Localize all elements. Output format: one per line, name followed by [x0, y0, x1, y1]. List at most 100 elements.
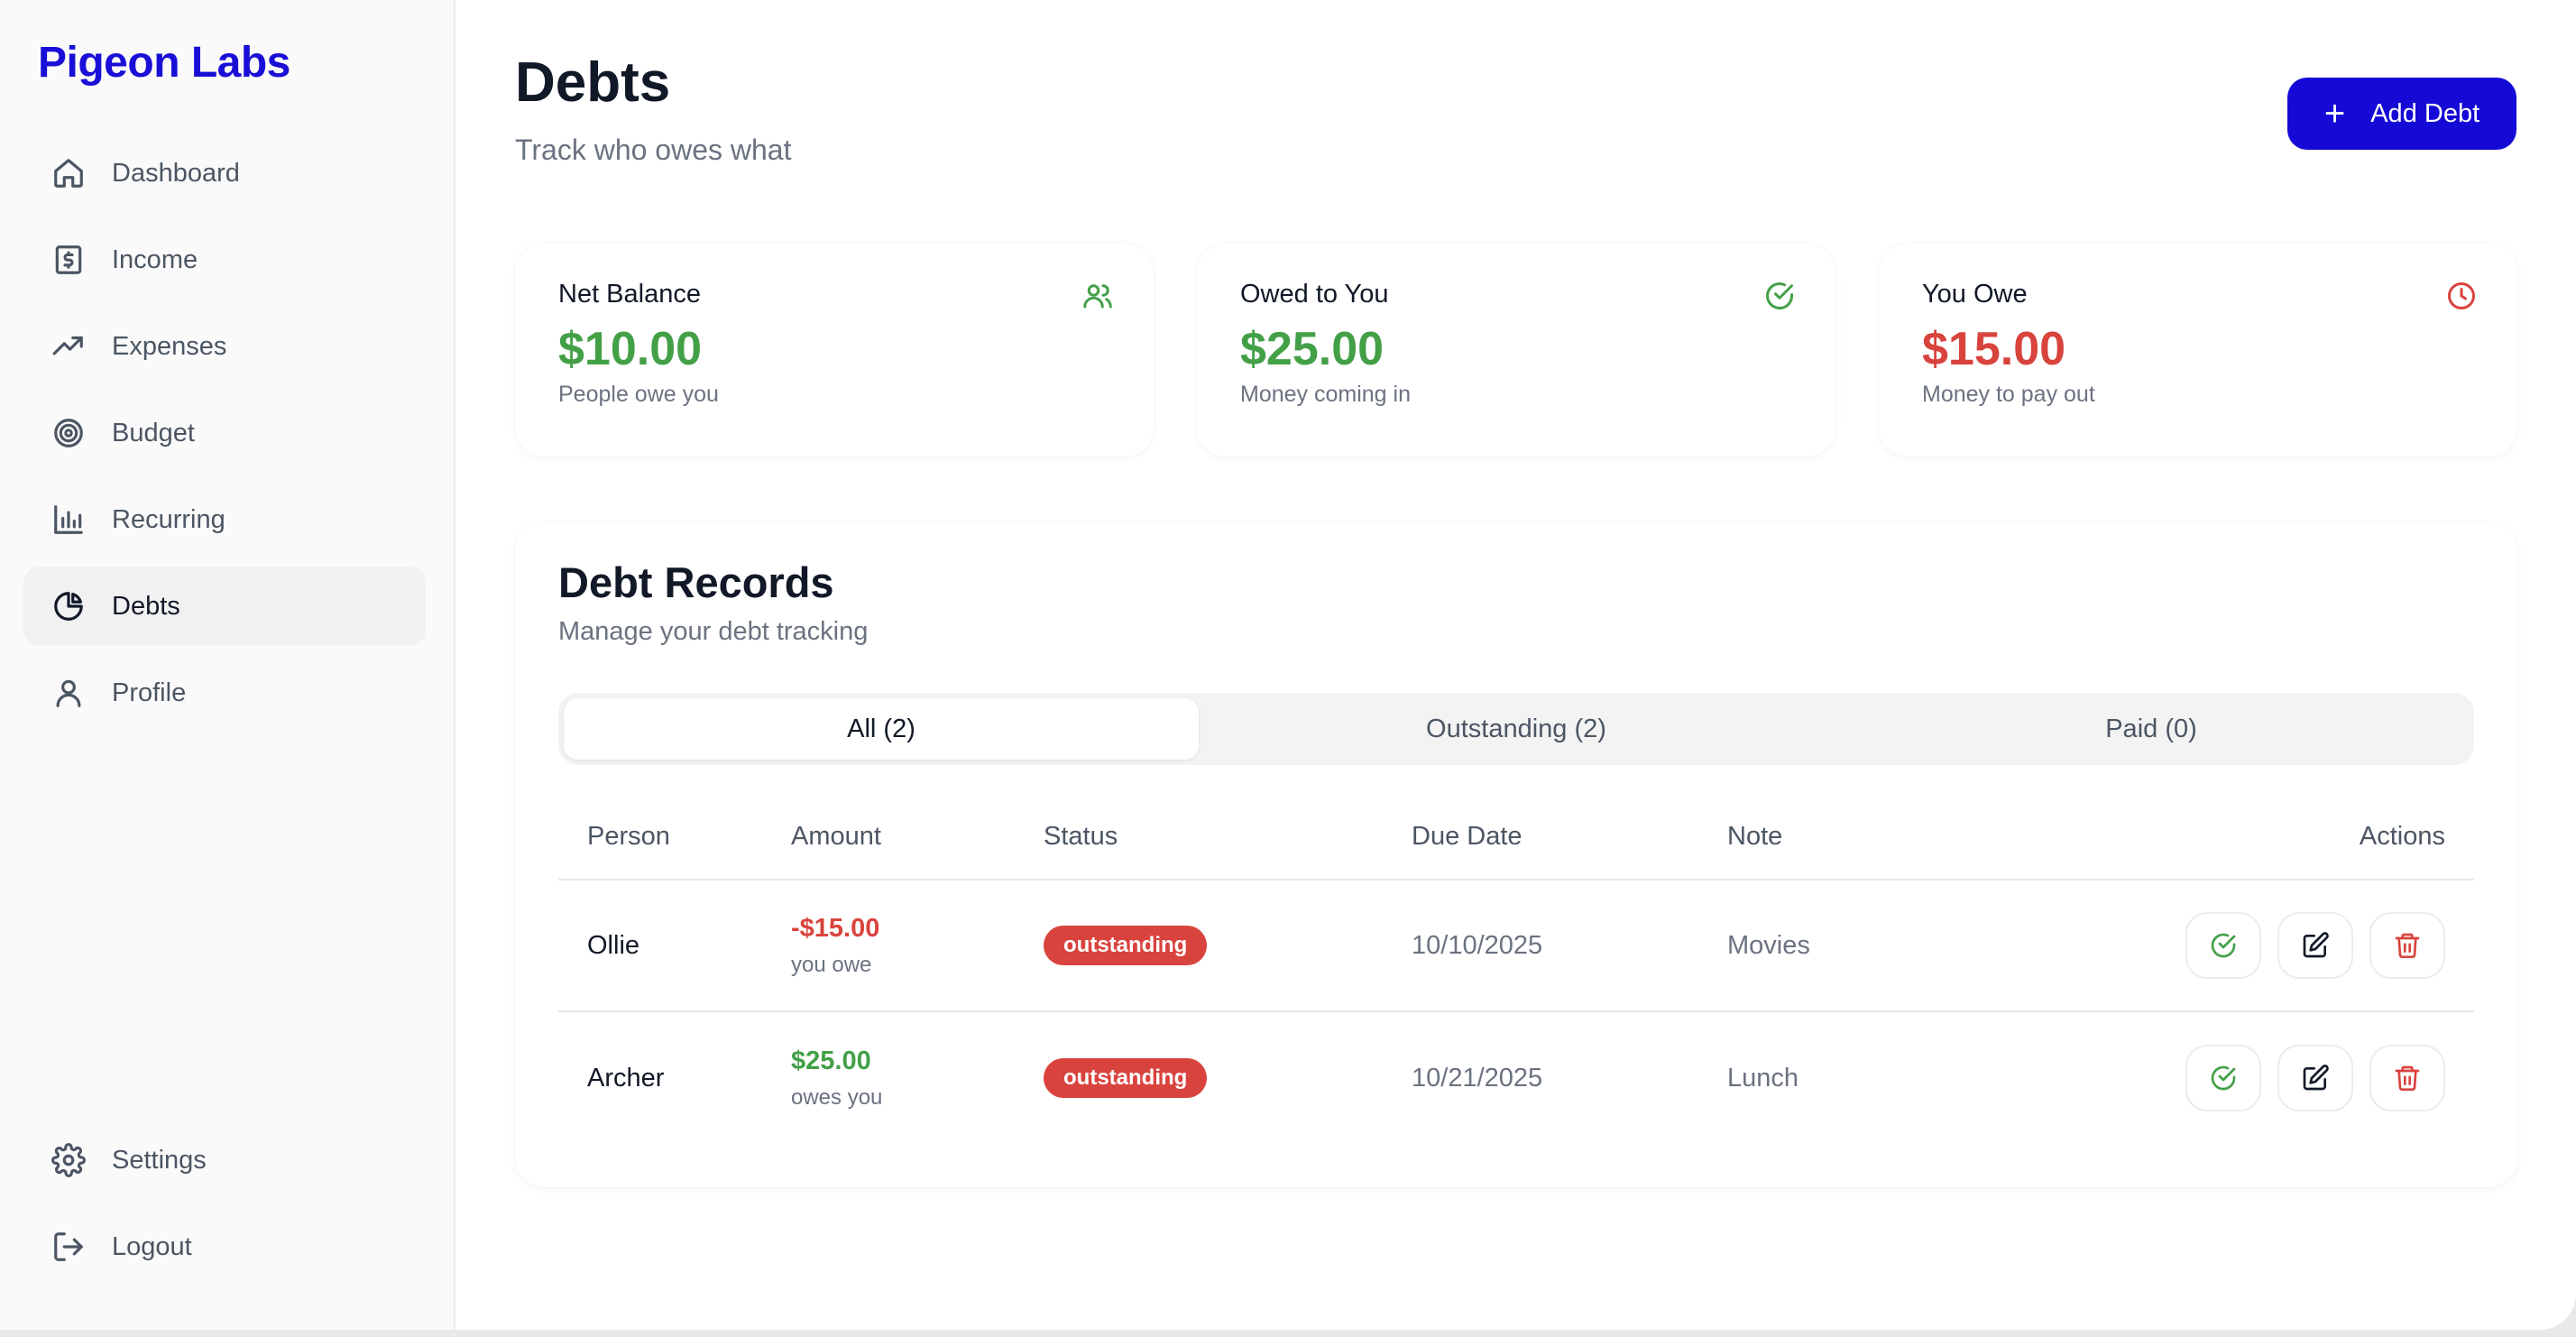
- summary-cards: Net Balance $10.00 People owe you Owed t…: [515, 244, 2517, 456]
- users-icon: [1081, 280, 1114, 312]
- card-label: Owed to You: [1240, 280, 1389, 309]
- bar-chart-icon: [51, 502, 87, 538]
- status-badge: outstanding: [1044, 926, 1208, 965]
- trash-icon: [2395, 933, 2420, 958]
- status-cell: outstanding: [1044, 1058, 1412, 1098]
- edit-button[interactable]: [2277, 912, 2353, 979]
- card-description: Money coming in: [1240, 382, 1411, 407]
- sidebar-item-label: Dashboard: [112, 158, 240, 188]
- amount-cell: $25.00 owes you: [791, 1047, 1044, 1111]
- person-name: Archer: [587, 1063, 665, 1093]
- amount-value: $25.00: [791, 1046, 871, 1075]
- sidebar-item-recurring[interactable]: Recurring: [23, 480, 426, 559]
- main-content: Debts Track who owes what + Add Debt Net…: [455, 0, 2576, 1330]
- user-icon: [51, 675, 87, 711]
- plus-icon: +: [2323, 94, 2346, 134]
- edit-icon: [2303, 932, 2329, 958]
- sidebar-item-label: Debts: [112, 591, 180, 621]
- owed-to-you-card: Owed to You $25.00 Money coming in: [1197, 244, 1835, 456]
- home-icon: [51, 155, 87, 191]
- column-header-status[interactable]: Status: [1044, 821, 1118, 851]
- sidebar-item-budget[interactable]: Budget: [23, 393, 426, 473]
- edit-button[interactable]: [2277, 1045, 2353, 1111]
- tab-paid[interactable]: Paid (0): [2105, 714, 2197, 743]
- gear-icon: [51, 1142, 87, 1178]
- sidebar-item-logout[interactable]: Logout: [23, 1207, 426, 1286]
- section-title: Debt Records: [558, 558, 834, 606]
- sidebar-item-label: Income: [112, 244, 198, 274]
- card-label: Net Balance: [558, 280, 701, 309]
- add-debt-button[interactable]: + Add Debt: [2287, 78, 2516, 150]
- card-value: $25.00: [1240, 323, 1385, 375]
- page-title: Debts: [515, 51, 671, 114]
- status-cell: outstanding: [1044, 926, 1412, 965]
- check-circle-icon: [1763, 280, 1796, 312]
- mark-paid-button[interactable]: [2185, 1045, 2261, 1111]
- sidebar: Pigeon Labs Dashboard Income Expenses: [0, 0, 455, 1330]
- row-actions: [2088, 1045, 2474, 1111]
- delete-button[interactable]: [2369, 1045, 2445, 1111]
- sidebar-item-dashboard[interactable]: Dashboard: [23, 134, 426, 213]
- due-date: 10/21/2025: [1412, 1063, 1543, 1093]
- tab-all[interactable]: All (2): [564, 698, 1199, 760]
- debt-records-panel: Debt Records Manage your debt tracking A…: [515, 523, 2517, 1187]
- column-header-note[interactable]: Note: [1727, 821, 1783, 851]
- debt-table: Person Amount Status Due Date Note Actio…: [558, 794, 2474, 1144]
- row-actions: [2088, 912, 2474, 979]
- table-row: Archer $25.00 owes you outstanding 10/21…: [558, 1012, 2474, 1144]
- column-header-actions: Actions: [2359, 821, 2445, 851]
- pie-chart-icon: [51, 588, 87, 624]
- sidebar-item-label: Logout: [112, 1231, 192, 1261]
- card-value: $15.00: [1922, 323, 2066, 375]
- sidebar-item-label: Budget: [112, 418, 195, 447]
- section-subtitle: Manage your debt tracking: [558, 617, 869, 646]
- amount-cell: -$15.00 you owe: [791, 914, 1044, 978]
- column-header-due-date[interactable]: Due Date: [1412, 821, 1523, 851]
- sidebar-item-profile[interactable]: Profile: [23, 653, 426, 733]
- card-value: $10.00: [558, 323, 703, 375]
- card-description: People owe you: [558, 382, 719, 407]
- amount-value: -$15.00: [791, 913, 880, 943]
- net-balance-card: Net Balance $10.00 People owe you: [515, 244, 1154, 456]
- card-description: Money to pay out: [1922, 382, 2095, 407]
- check-circle-icon: [2211, 1065, 2236, 1091]
- person-name: Ollie: [587, 930, 640, 960]
- table-header: Person Amount Status Due Date Note Actio…: [558, 794, 2474, 881]
- sidebar-item-label: Expenses: [112, 331, 227, 361]
- sidebar-bottom-nav: Settings Logout: [23, 1120, 426, 1294]
- sidebar-nav: Dashboard Income Expenses Budget: [23, 134, 426, 740]
- sidebar-item-settings[interactable]: Settings: [23, 1120, 426, 1200]
- mark-paid-button[interactable]: [2185, 912, 2261, 979]
- logout-icon: [51, 1229, 87, 1265]
- tab-outstanding[interactable]: Outstanding (2): [1426, 714, 1606, 743]
- column-header-amount[interactable]: Amount: [791, 821, 881, 851]
- delete-button[interactable]: [2369, 912, 2445, 979]
- note: Movies: [1727, 930, 1810, 960]
- sidebar-item-label: Settings: [112, 1145, 207, 1175]
- you-owe-card: You Owe $15.00 Money to pay out: [1879, 244, 2517, 456]
- dollar-receipt-icon: [51, 242, 87, 278]
- edit-icon: [2303, 1065, 2329, 1091]
- brand-logo[interactable]: Pigeon Labs: [38, 39, 290, 87]
- note: Lunch: [1727, 1063, 1799, 1093]
- sidebar-item-expenses[interactable]: Expenses: [23, 307, 426, 386]
- column-header-person[interactable]: Person: [587, 821, 670, 851]
- trending-up-icon: [51, 328, 87, 364]
- table-row: Ollie -$15.00 you owe outstanding 10/10/…: [558, 881, 2474, 1012]
- trash-icon: [2395, 1065, 2420, 1091]
- amount-direction: owes you: [791, 1084, 883, 1110]
- clock-icon: [2445, 280, 2478, 312]
- status-badge: outstanding: [1044, 1058, 1208, 1098]
- due-date: 10/10/2025: [1412, 930, 1543, 960]
- sidebar-item-label: Profile: [112, 678, 187, 707]
- card-label: You Owe: [1922, 280, 2028, 309]
- check-circle-icon: [2211, 933, 2236, 958]
- amount-direction: you owe: [791, 952, 872, 977]
- filter-tabs: All (2) Outstanding (2) Paid (0): [558, 693, 2474, 765]
- sidebar-item-debts[interactable]: Debts: [23, 567, 426, 646]
- sidebar-item-income[interactable]: Income: [23, 220, 426, 300]
- target-icon: [51, 415, 87, 451]
- add-debt-label: Add Debt: [2370, 98, 2480, 128]
- sidebar-item-label: Recurring: [112, 504, 225, 534]
